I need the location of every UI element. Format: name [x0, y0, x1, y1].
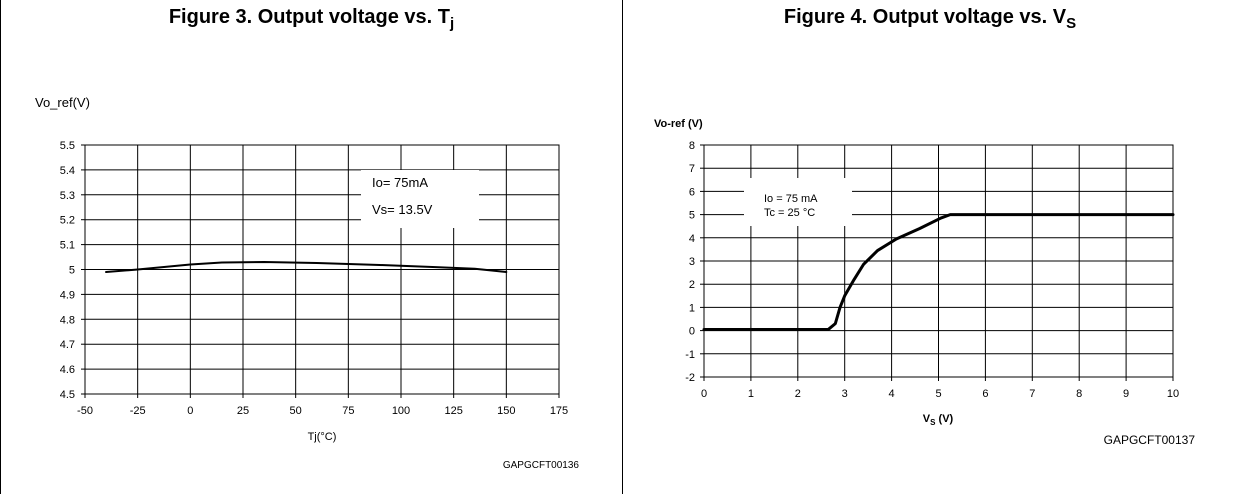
figure-3-title: Figure 3. Output voltage vs. Tj [1, 6, 622, 32]
x-tick-label: 4 [889, 388, 895, 400]
plot-frame [84, 144, 560, 395]
x-tick-label: -50 [77, 405, 93, 417]
annotation-text: Vs= 13.5V [372, 202, 433, 217]
x-tick-label: 0 [701, 388, 707, 400]
x-tick-label: 6 [982, 388, 988, 400]
x-tick-label: 1 [748, 388, 754, 400]
y-axis-label: Vo-ref (V) [654, 118, 703, 130]
y-tick-label: 6 [689, 186, 695, 198]
y-tick-label: 4.5 [60, 389, 75, 401]
annotation-text: Tc = 25 °C [764, 207, 815, 219]
y-tick-label: 0 [689, 326, 695, 338]
x-tick-label: 50 [290, 405, 302, 417]
x-tick-label: 2 [795, 388, 801, 400]
x-tick-label: 7 [1029, 388, 1035, 400]
y-tick-label: -1 [685, 349, 695, 361]
x-axis-label: VS (V) [923, 413, 954, 427]
x-tick-label: -25 [130, 405, 146, 417]
y-tick-label: 8 [689, 140, 695, 152]
x-axis-label-main: V [923, 413, 931, 425]
figure-3-panel: Figure 3. Output voltage vs. Tj -50 -25 0 2… [0, 0, 623, 494]
x-tick-label: 10 [1167, 388, 1179, 400]
figure-4-title-subscript: S [1066, 15, 1077, 32]
x-tick-label: 9 [1123, 388, 1129, 400]
annotation-box [361, 170, 479, 228]
y-tick-label: 4.9 [60, 289, 75, 301]
y-tick-label: 4 [689, 233, 695, 245]
y-tick-label: 5 [69, 265, 75, 277]
x-tick-label: 100 [392, 405, 410, 417]
y-axis-label: Vo_ref(V) [35, 95, 90, 110]
x-tick-label: 150 [497, 405, 515, 417]
y-tick-label: 5.2 [60, 215, 75, 227]
x-tick-label: 75 [342, 405, 354, 417]
x-tick-label: 125 [444, 405, 462, 417]
y-tick-label: -2 [685, 372, 695, 384]
y-tick-label: 5.4 [60, 165, 75, 177]
series-line [702, 213, 1175, 331]
x-tick-label: 8 [1076, 388, 1082, 400]
y-tick-label: 5 [689, 210, 695, 222]
figure-4-title: Figure 4. Output voltage vs. VS [623, 6, 1237, 32]
x-tick-label: 0 [187, 405, 193, 417]
figure-3-title-text: Figure 3. Output voltage vs. T [168, 6, 450, 28]
y-tick-label: 7 [689, 163, 695, 175]
x-tick-label: 3 [842, 388, 848, 400]
y-tick-label: 4.6 [60, 364, 75, 376]
x-axis-label-subscript: S [930, 418, 936, 427]
y-tick-label: 4.7 [60, 339, 75, 351]
annotation-box [744, 178, 852, 226]
x-tick-label: 25 [237, 405, 249, 417]
annotation-text: Io = 75 mA [764, 193, 818, 205]
x-tick-label: 5 [935, 388, 941, 400]
y-tick-label: 1 [689, 302, 695, 314]
x-axis-label: Tj(°C) [308, 431, 337, 443]
y-tick-label: 4.8 [60, 314, 75, 326]
y-tick-label: 5.5 [60, 140, 75, 152]
y-tick-label: 5.1 [60, 240, 75, 252]
figure-code: GAPGCFT00137 [1104, 433, 1196, 447]
plot-frame [703, 144, 1174, 378]
x-tick-label: 175 [550, 405, 568, 417]
y-tick-label: 2 [689, 279, 695, 291]
figure-4-chart: 0 1 2 3 4 5 6 7 8 9 10 -2 -1 0 1 2 3 4 5 6 7 8 Io = 75 mA Tc = … [654, 118, 1196, 447]
x-axis-label-unit: (V) [935, 413, 953, 425]
series-line [105, 261, 508, 273]
figure-3-title-subscript: j [449, 15, 455, 32]
figure-code: GAPGCFT00136 [503, 460, 580, 471]
figure-4-title-text: Figure 4. Output voltage vs. V [783, 6, 1067, 28]
figure-3-chart: -50 -25 0 25 50 75 100 125 150 175 4.5 4.6 4.7 4.8 4.9… [35, 95, 580, 471]
y-tick-label: 5.3 [60, 190, 75, 202]
annotation-text: Io= 75mA [372, 175, 428, 190]
y-tick-label: 3 [689, 256, 695, 268]
